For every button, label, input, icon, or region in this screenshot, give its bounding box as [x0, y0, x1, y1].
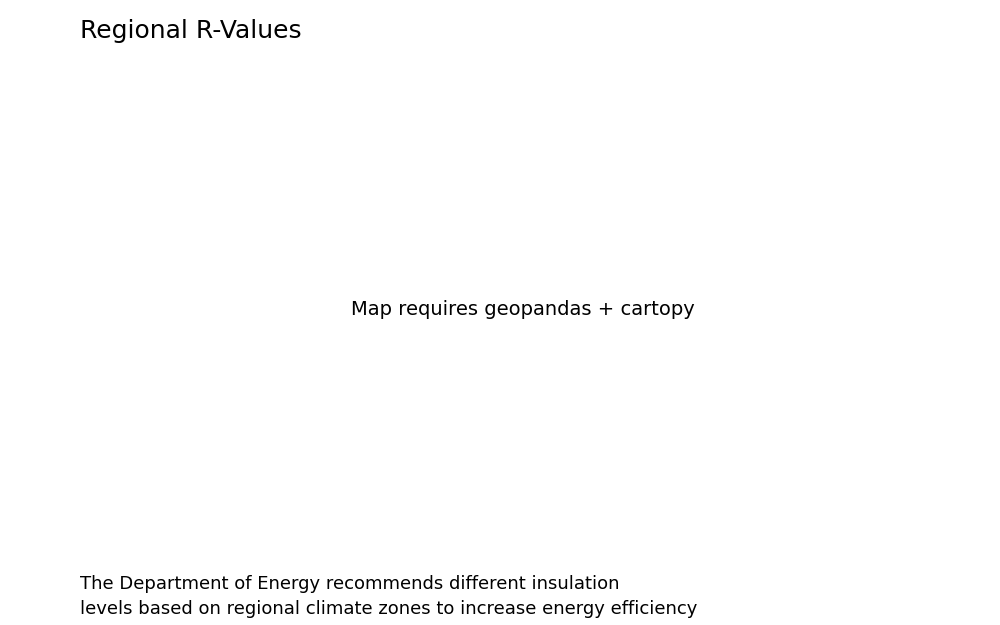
Text: Regional R-Values: Regional R-Values [80, 19, 302, 42]
Text: The Department of Energy recommends different insulation
levels based on regiona: The Department of Energy recommends diff… [80, 575, 697, 618]
Text: Map requires geopandas + cartopy: Map requires geopandas + cartopy [351, 300, 694, 319]
